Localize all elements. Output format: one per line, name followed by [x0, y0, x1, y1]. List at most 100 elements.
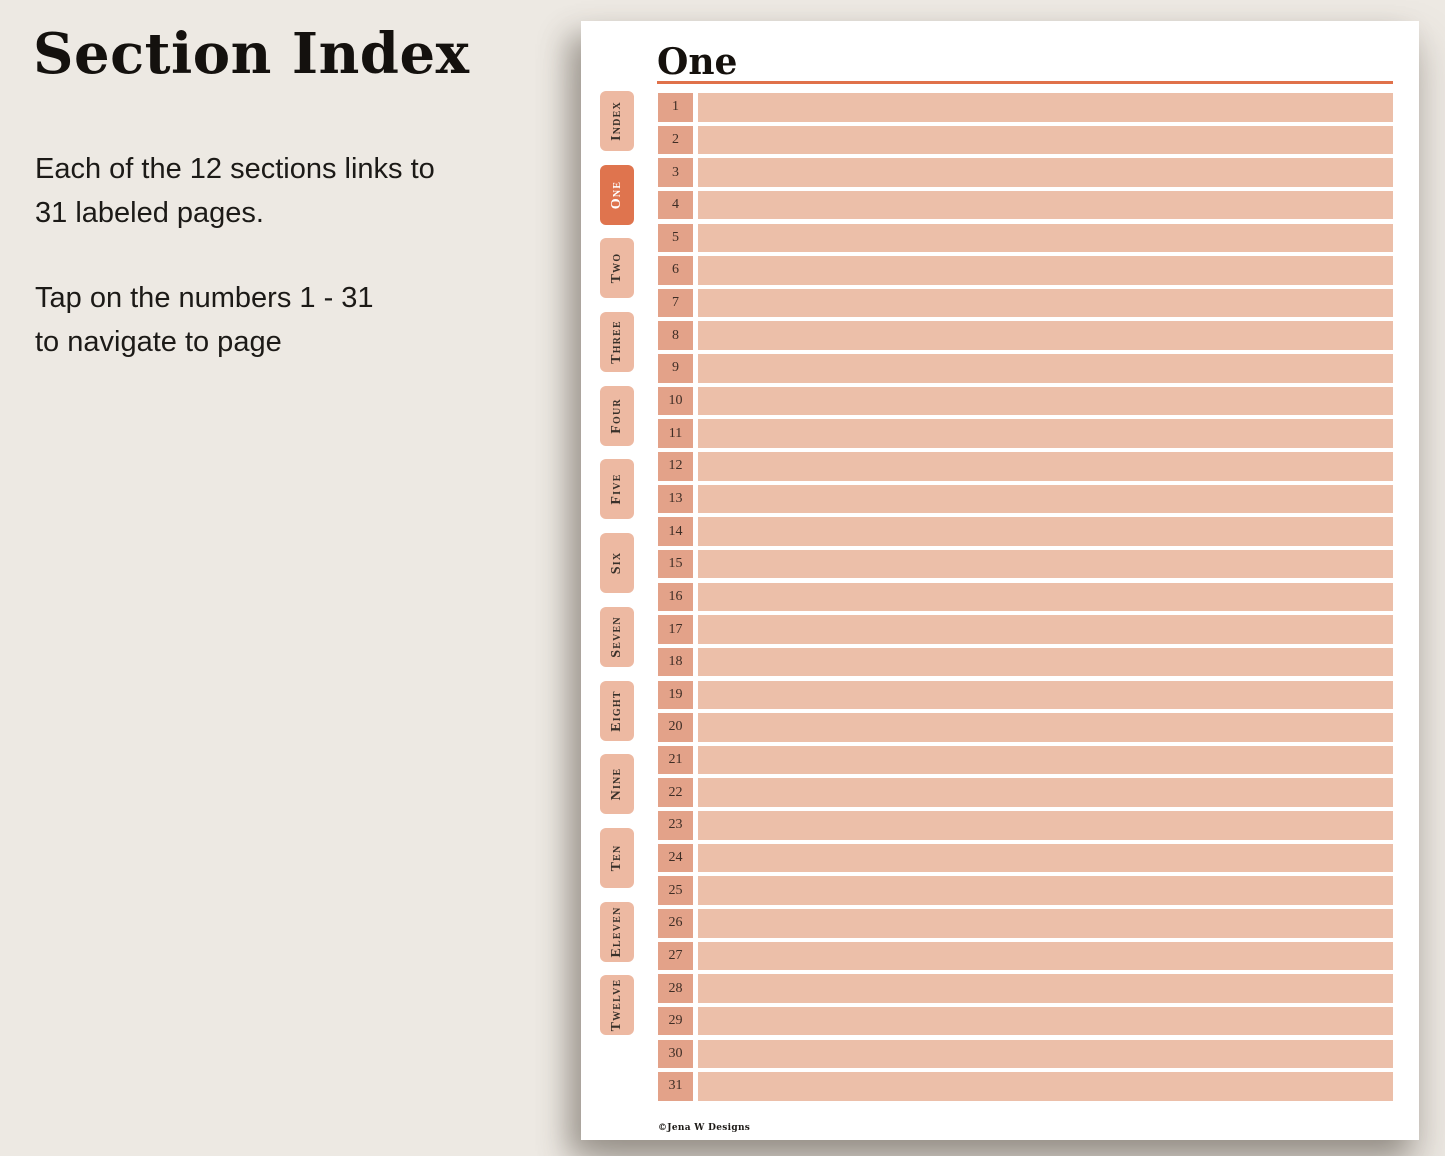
page-number-link[interactable]: 24 — [658, 843, 693, 873]
copyright-text: ©Jena W Designs — [658, 1123, 751, 1133]
index-row: 18 — [658, 647, 1393, 677]
section-title: One — [657, 41, 738, 83]
page-number-link[interactable]: 18 — [658, 647, 693, 677]
planner-page: One Index One Two Three — [581, 21, 1419, 1140]
index-row: 26 — [658, 909, 1393, 938]
section-tab-label: Ten — [609, 844, 624, 872]
page-number-link[interactable]: 12 — [658, 452, 693, 481]
index-row-line — [698, 158, 1393, 187]
index-row-line — [698, 484, 1393, 514]
index-row-line — [698, 909, 1393, 938]
page-number-link[interactable]: 31 — [658, 1072, 693, 1101]
index-row-line — [698, 811, 1393, 840]
page-number-link[interactable]: 8 — [658, 321, 693, 350]
page-number-link[interactable]: 26 — [658, 909, 693, 938]
page-number-link[interactable]: 4 — [658, 190, 693, 220]
index-row-line — [698, 354, 1393, 383]
index-row: 25 — [658, 876, 1393, 905]
index-row: 12 — [658, 452, 1393, 481]
index-row: 16 — [658, 582, 1393, 612]
page-number-link[interactable]: 9 — [658, 354, 693, 383]
page-number-link[interactable]: 2 — [658, 125, 693, 155]
index-row: 27 — [658, 941, 1393, 971]
page-number-link[interactable]: 1 — [658, 93, 693, 122]
tab-index[interactable]: Index — [600, 91, 634, 151]
section-tab-label: Eight — [609, 689, 624, 732]
tab-eight[interactable]: Eight — [600, 680, 634, 741]
page-title: Section Index — [33, 21, 470, 87]
section-tab-label: Three — [609, 320, 624, 364]
page-number-link[interactable]: 21 — [658, 745, 693, 775]
tab-twelve[interactable]: Twelve — [600, 975, 634, 1036]
index-row: 1 — [658, 93, 1393, 122]
index-row: 21 — [658, 745, 1393, 775]
page-number-link[interactable]: 5 — [658, 223, 693, 253]
index-row: 3 — [658, 158, 1393, 187]
index-row-line — [698, 713, 1393, 742]
page-number-link[interactable]: 22 — [658, 778, 693, 807]
index-row: 13 — [658, 484, 1393, 514]
page-number-link[interactable]: 23 — [658, 811, 693, 840]
page-number-link[interactable]: 28 — [658, 974, 693, 1003]
index-row-line — [698, 452, 1393, 481]
page-number-link[interactable]: 10 — [658, 386, 693, 416]
index-row: 17 — [658, 615, 1393, 644]
page-number-link[interactable]: 20 — [658, 713, 693, 742]
page-number-link[interactable]: 30 — [658, 1039, 693, 1069]
tab-seven[interactable]: Seven — [600, 606, 634, 667]
index-row-line — [698, 419, 1393, 448]
page-number-link[interactable]: 27 — [658, 941, 693, 971]
tab-three[interactable]: Three — [600, 312, 634, 373]
tab-nine[interactable]: Nine — [600, 754, 634, 815]
page-number-link[interactable]: 19 — [658, 680, 693, 710]
index-row: 31 — [658, 1072, 1393, 1101]
page-number-link[interactable]: 3 — [658, 158, 693, 187]
index-row: 23 — [658, 811, 1393, 840]
tab-ten[interactable]: Ten — [600, 827, 634, 888]
index-row-line — [698, 386, 1393, 416]
page-number-link[interactable]: 6 — [658, 256, 693, 285]
tab-five[interactable]: Five — [600, 459, 634, 520]
tab-four[interactable]: Four — [600, 385, 634, 446]
tab-six[interactable]: Six — [600, 533, 634, 594]
section-tab-label: Nine — [609, 767, 624, 801]
index-row-line — [698, 647, 1393, 677]
index-row-line — [698, 125, 1393, 155]
page-number-link[interactable]: 11 — [658, 419, 693, 448]
index-row-line — [698, 1072, 1393, 1101]
index-row: 29 — [658, 1006, 1393, 1036]
page-number-link[interactable]: 29 — [658, 1006, 693, 1036]
index-row-line — [698, 517, 1393, 546]
index-row: 22 — [658, 778, 1393, 807]
section-tabs: Index One Two Three Four — [600, 91, 634, 1036]
index-row: 7 — [658, 288, 1393, 318]
page-number-link[interactable]: 25 — [658, 876, 693, 905]
index-rows: 1 2 3 4 5 — [658, 93, 1393, 1101]
index-row-line — [698, 974, 1393, 1003]
page-number-link[interactable]: 17 — [658, 615, 693, 644]
page-number-link[interactable]: 15 — [658, 549, 693, 579]
index-row: 14 — [658, 517, 1393, 546]
index-row-line — [698, 745, 1393, 775]
index-row-line — [698, 582, 1393, 612]
index-row: 10 — [658, 386, 1393, 416]
tab-two[interactable]: Two — [600, 238, 634, 299]
tab-one[interactable]: One — [600, 164, 634, 225]
index-row: 4 — [658, 190, 1393, 220]
index-row-line — [698, 680, 1393, 710]
index-row: 28 — [658, 974, 1393, 1003]
index-row-line — [698, 843, 1393, 873]
page-number-link[interactable]: 13 — [658, 484, 693, 514]
section-tab-label: Index — [609, 101, 624, 141]
page-number-link[interactable]: 16 — [658, 582, 693, 612]
section-tab-label: Four — [609, 397, 624, 434]
tab-eleven[interactable]: Eleven — [600, 901, 634, 962]
index-row: 24 — [658, 843, 1393, 873]
page-number-link[interactable]: 14 — [658, 517, 693, 546]
index-row-line — [698, 223, 1393, 253]
page-number-link[interactable]: 7 — [658, 288, 693, 318]
index-row-line — [698, 93, 1393, 122]
index-row: 30 — [658, 1039, 1393, 1069]
index-row-line — [698, 615, 1393, 644]
